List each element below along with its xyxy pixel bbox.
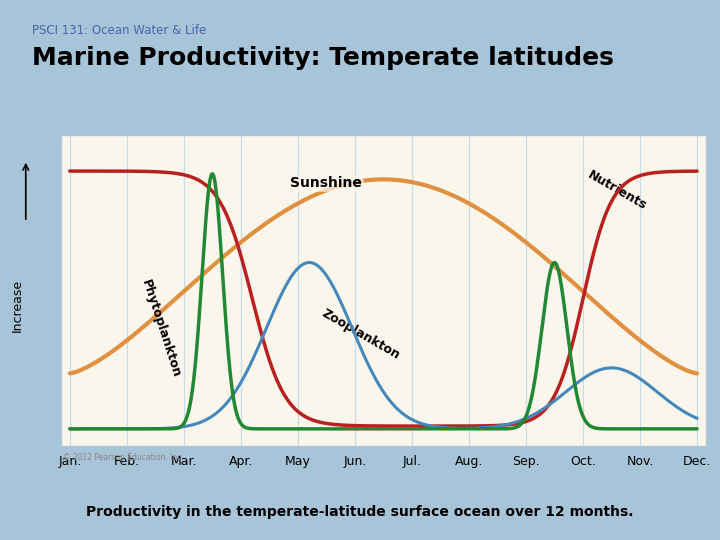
Text: Increase: Increase [11, 279, 24, 332]
Text: © 2012 Pearson Education, Inc.: © 2012 Pearson Education, Inc. [63, 453, 184, 462]
Text: Sunshine: Sunshine [290, 177, 362, 191]
Text: Zooplankton: Zooplankton [319, 307, 402, 362]
Text: Nutrients: Nutrients [585, 168, 649, 213]
Text: PSCI 131: Ocean Water & Life: PSCI 131: Ocean Water & Life [32, 24, 207, 37]
Text: Marine Productivity: Temperate latitudes: Marine Productivity: Temperate latitudes [32, 46, 614, 70]
Text: Phytoplankton: Phytoplankton [139, 279, 183, 380]
Text: Productivity in the temperate-latitude surface ocean over 12 months.: Productivity in the temperate-latitude s… [86, 505, 634, 519]
